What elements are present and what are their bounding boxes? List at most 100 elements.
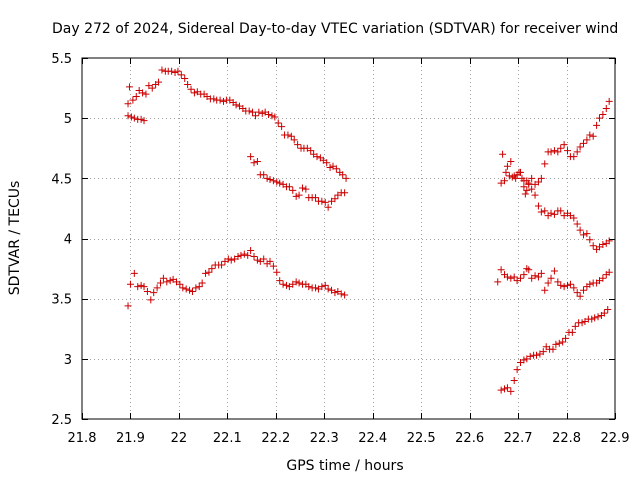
data-point bbox=[143, 287, 151, 295]
data-point bbox=[341, 189, 349, 197]
data-point bbox=[576, 226, 584, 234]
data-point bbox=[224, 255, 232, 263]
data-point bbox=[589, 242, 597, 250]
data-point bbox=[260, 171, 268, 179]
data-point bbox=[557, 281, 565, 289]
data-point bbox=[510, 273, 518, 281]
y-tick-label: 4.5 bbox=[51, 172, 72, 187]
data-point bbox=[307, 147, 315, 155]
data-point bbox=[507, 274, 515, 282]
x-tick-label: 22.5 bbox=[407, 431, 436, 446]
data-point bbox=[312, 194, 320, 202]
data-point bbox=[263, 174, 271, 182]
data-point bbox=[130, 114, 138, 122]
data-point bbox=[255, 108, 263, 116]
data-point bbox=[494, 278, 502, 286]
data-point bbox=[521, 190, 529, 198]
data-point bbox=[564, 281, 572, 289]
data-point bbox=[188, 287, 196, 295]
data-point bbox=[253, 256, 261, 264]
data-point bbox=[124, 302, 132, 310]
data-point bbox=[187, 85, 195, 93]
series-track-d bbox=[497, 97, 613, 198]
data-point bbox=[537, 208, 545, 216]
data-point bbox=[566, 280, 574, 288]
data-point bbox=[507, 157, 515, 165]
data-point bbox=[174, 67, 182, 75]
series-track-a bbox=[124, 66, 350, 182]
x-tick-label: 22 bbox=[171, 431, 188, 446]
data-point bbox=[550, 267, 558, 275]
data-point bbox=[266, 176, 274, 184]
x-tick-label: 22.1 bbox=[213, 431, 242, 446]
data-point bbox=[531, 272, 539, 280]
data-point bbox=[271, 113, 279, 121]
data-point bbox=[497, 386, 505, 394]
data-point bbox=[573, 148, 581, 156]
data-point bbox=[321, 198, 329, 206]
data-point bbox=[276, 179, 284, 187]
data-point bbox=[276, 277, 284, 285]
data-point bbox=[279, 280, 287, 288]
data-point bbox=[171, 68, 179, 76]
data-point bbox=[331, 195, 339, 203]
data-point bbox=[202, 269, 210, 277]
data-point bbox=[140, 117, 148, 125]
data-point bbox=[339, 171, 347, 179]
data-point bbox=[602, 105, 610, 113]
data-point bbox=[148, 84, 156, 92]
data-point bbox=[528, 185, 536, 193]
data-point bbox=[302, 185, 310, 193]
data-point bbox=[198, 279, 206, 287]
data-point bbox=[570, 214, 578, 222]
plot-frame bbox=[81, 57, 616, 420]
data-point bbox=[523, 186, 531, 194]
data-point bbox=[517, 274, 525, 282]
data-point bbox=[305, 283, 313, 291]
data-point bbox=[295, 191, 303, 199]
data-point bbox=[549, 345, 557, 353]
data-point bbox=[147, 296, 155, 304]
data-point bbox=[580, 139, 588, 147]
data-point bbox=[599, 274, 607, 282]
y-tick-label: 2.5 bbox=[51, 413, 72, 428]
data-point bbox=[237, 251, 245, 259]
y-tick-labels: 2.5 3 3.5 4 4.5 5 5.5 bbox=[51, 52, 72, 428]
data-point bbox=[537, 174, 545, 182]
data-point bbox=[177, 71, 185, 79]
x-tick-label: 21.8 bbox=[68, 431, 97, 446]
data-point bbox=[512, 174, 520, 182]
data-point bbox=[503, 273, 511, 281]
data-point bbox=[537, 269, 545, 277]
data-point bbox=[554, 278, 562, 286]
data-point bbox=[562, 334, 570, 342]
data-point bbox=[258, 109, 266, 117]
data-point bbox=[232, 101, 240, 109]
data-point bbox=[210, 95, 218, 103]
data-point bbox=[219, 97, 227, 105]
data-point bbox=[321, 281, 329, 289]
x-tick-label: 22.9 bbox=[601, 431, 630, 446]
data-point bbox=[586, 280, 594, 288]
series-track-b bbox=[124, 112, 349, 211]
data-point bbox=[292, 192, 300, 200]
data-point bbox=[525, 266, 533, 274]
data-point bbox=[184, 80, 192, 88]
data-point bbox=[182, 285, 190, 293]
data-point bbox=[533, 351, 541, 359]
data-point bbox=[324, 203, 332, 211]
data-point bbox=[534, 178, 542, 186]
data-point bbox=[240, 250, 248, 258]
data-point bbox=[552, 340, 560, 348]
data-point bbox=[150, 289, 158, 297]
data-point bbox=[268, 112, 276, 120]
data-point bbox=[265, 111, 273, 119]
data-point bbox=[331, 289, 339, 297]
data-point bbox=[605, 268, 613, 276]
data-point bbox=[594, 313, 602, 321]
data-point bbox=[208, 265, 216, 273]
data-point bbox=[137, 281, 145, 289]
data-point bbox=[547, 209, 555, 217]
data-point bbox=[326, 164, 334, 172]
data-point bbox=[564, 147, 572, 155]
